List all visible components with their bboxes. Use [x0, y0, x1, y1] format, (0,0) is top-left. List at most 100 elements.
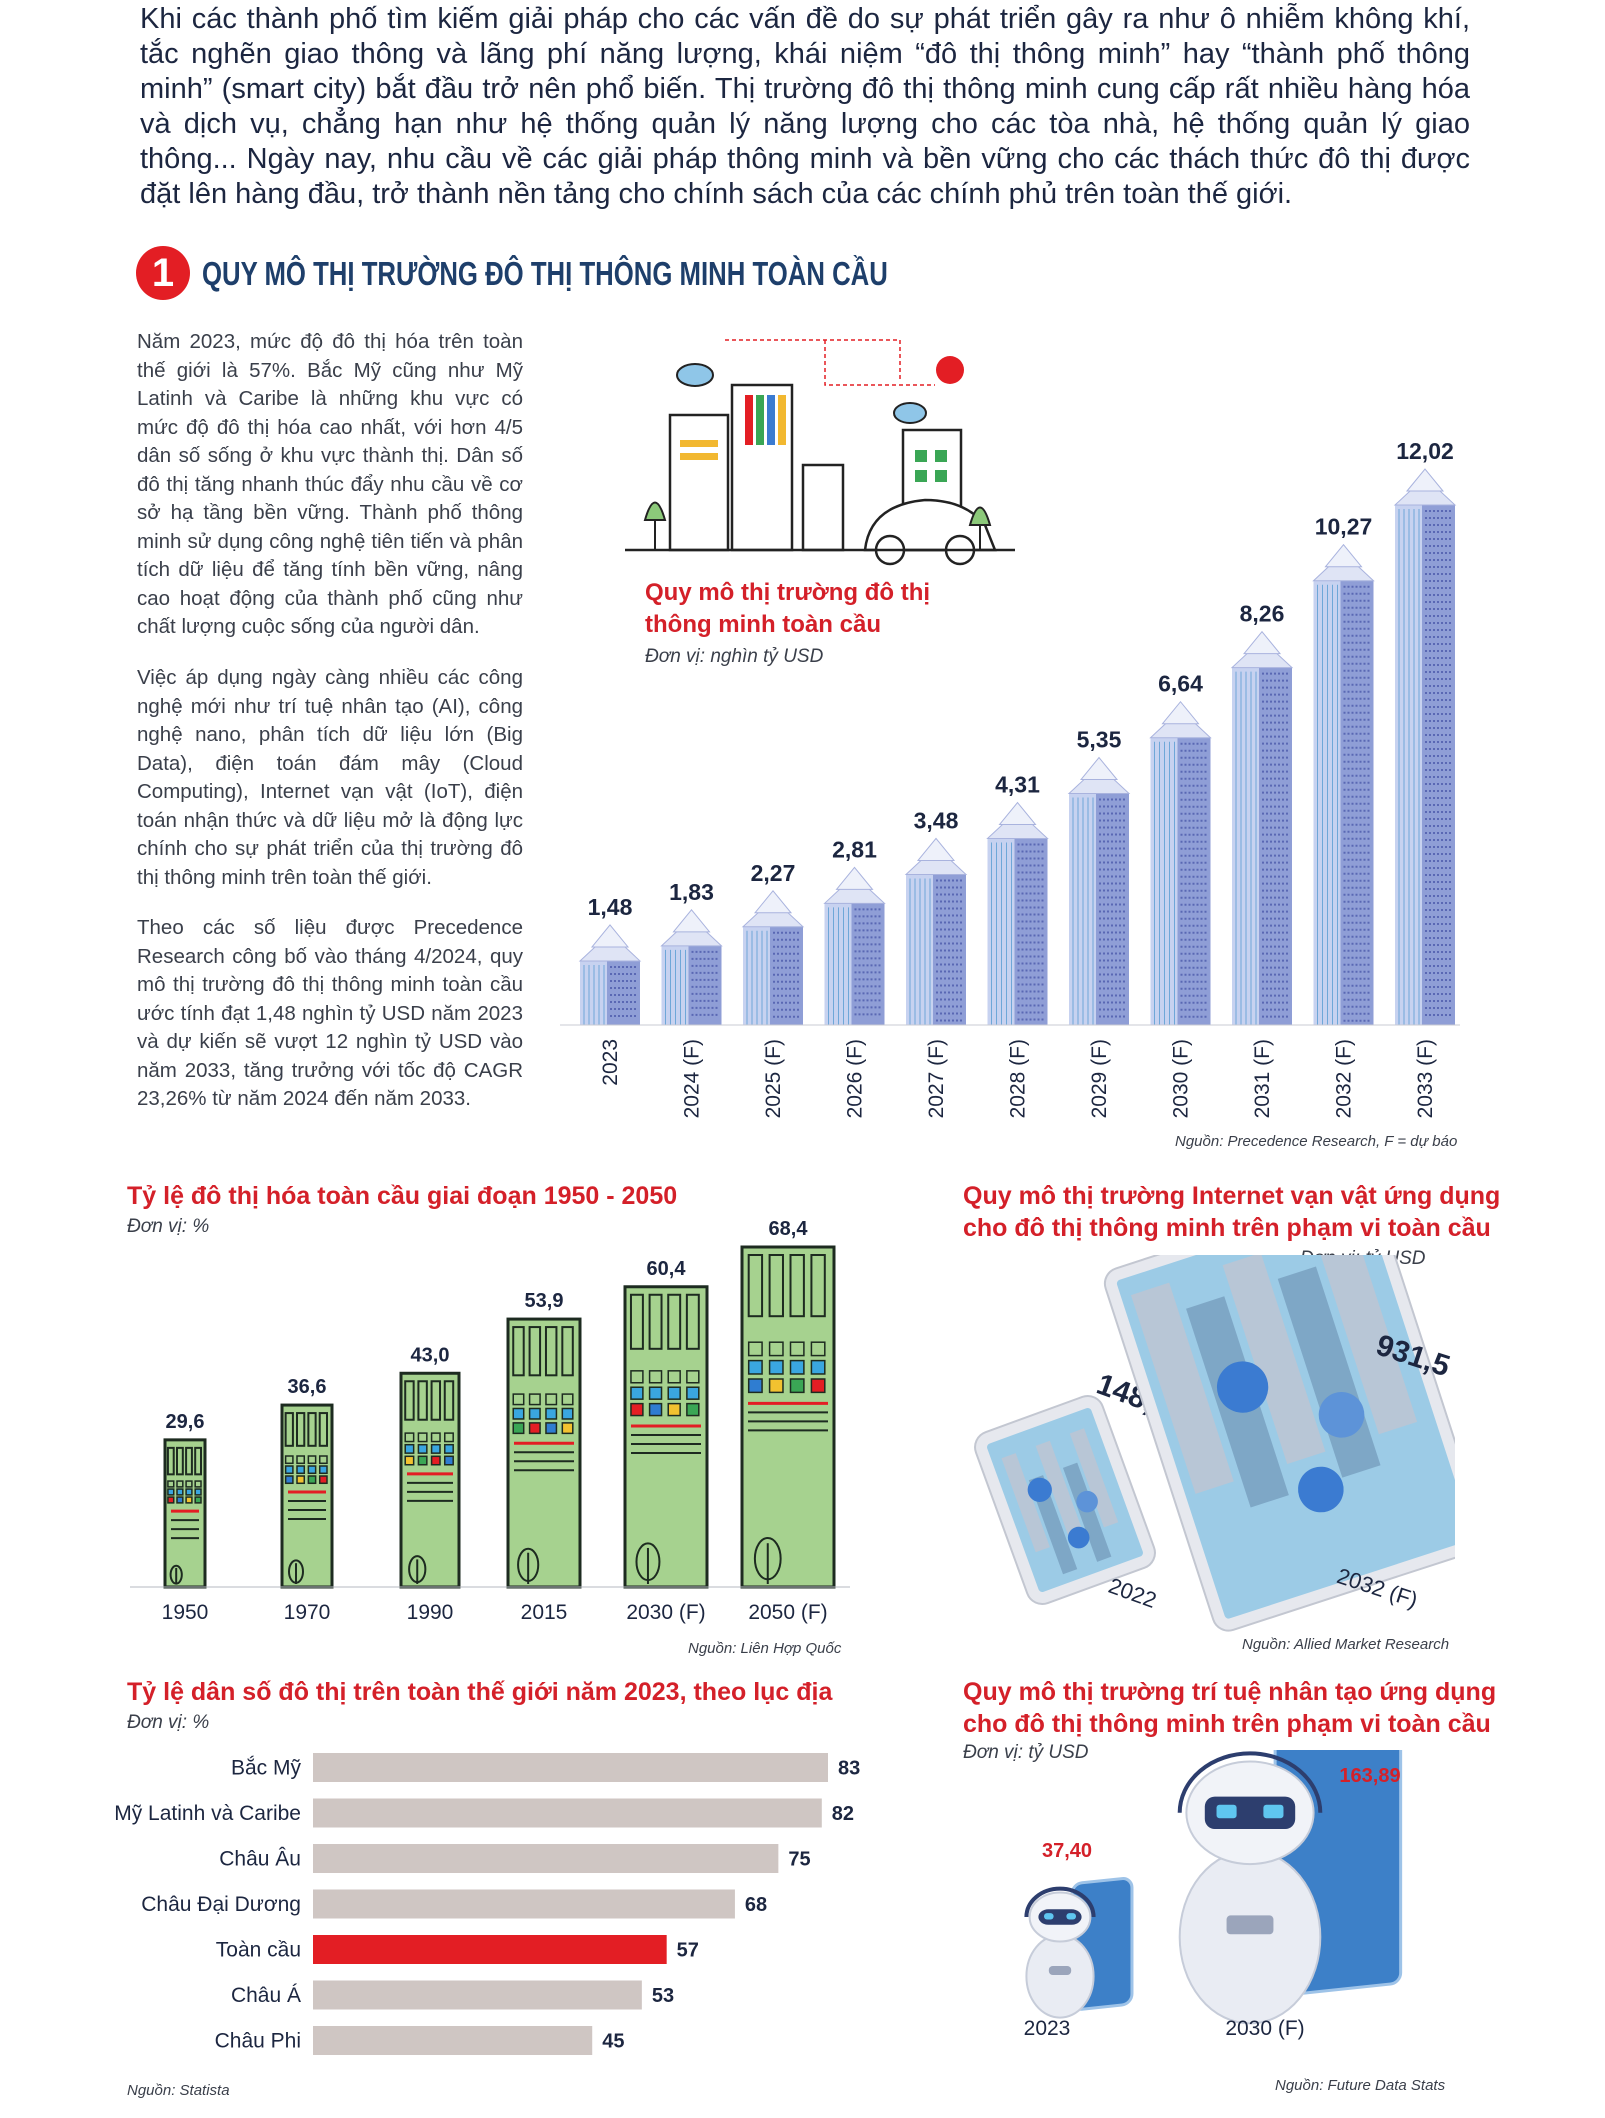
chart1-value-label: 1,83 [669, 879, 714, 905]
chart2-title: Tỷ lệ đô thị hóa toàn cầu giai đoạn 1950… [127, 1182, 678, 1210]
chart2-category-label: 2015 [521, 1601, 568, 1624]
chart1-bar [1393, 468, 1457, 1025]
chart2-value-label: 60,4 [647, 1258, 687, 1280]
chart3-category-label: 2022 [1105, 1573, 1160, 1613]
chart1-bar [1067, 756, 1131, 1025]
chart4-category-label: Châu Á [231, 1984, 301, 2007]
chart5-robot-bar [1177, 1750, 1403, 2025]
chart4-source: Nguồn: Statista [127, 2082, 230, 2099]
chart2-category-label: 2030 (F) [626, 1601, 705, 1624]
chart4-unit: Đơn vị: % [127, 1712, 210, 1733]
section-number-badge: 1 [136, 246, 190, 300]
chart5-unit: Đơn vị: tỷ USD [963, 1742, 1089, 1763]
chart1-value-label: 5,35 [1077, 727, 1122, 753]
chart5-title-line2: cho đô thị thông minh trên phạm vi toàn … [963, 1710, 1491, 1738]
chart2-category-label: 1990 [407, 1601, 454, 1624]
chart4-category-label: Châu Đại Dương [141, 1893, 301, 1916]
chart1-value-label: 12,02 [1396, 438, 1454, 464]
chart4-category-label: Toàn cầu [216, 1939, 301, 1962]
chart4-bar [313, 1980, 642, 2010]
chart1-bar [904, 837, 968, 1025]
chart2-source: Nguồn: Liên Hợp Quốc [688, 1640, 842, 1657]
chart1-category-label: 2031 (F) [1251, 1039, 1274, 1118]
chart4-category-label: Châu Phi [215, 2030, 301, 2053]
chart4-category-label: Châu Âu [219, 1848, 301, 1871]
chart4-value-label: 75 [788, 1849, 810, 1871]
chart5-value-label: 163,89 [1339, 1765, 1400, 1787]
smart-city-illustration [625, 339, 1015, 566]
chart2-category-label: 2050 (F) [748, 1601, 827, 1624]
chart4-bar [313, 1844, 779, 1873]
chart1-category-label: 2032 (F) [1333, 1039, 1356, 1118]
section-title: QUY MÔ THỊ TRƯỜNG ĐÔ THỊ THÔNG MINH TOÀN… [202, 255, 888, 292]
chart4-bar [313, 1753, 828, 1782]
chart5-category-label: 2030 (F) [1225, 2017, 1304, 2040]
chart1-bar [660, 909, 723, 1025]
chart1-category-label: 2029 (F) [1088, 1039, 1111, 1118]
chart3-title-line2: cho đô thị thông minh trên phạm vi toàn … [963, 1214, 1491, 1242]
chart1-category-label: 2033 (F) [1414, 1039, 1437, 1118]
chart1-bar [1230, 630, 1294, 1025]
chart4-category-label: Bắc Mỹ [231, 1757, 302, 1780]
chart1-bar [741, 890, 805, 1025]
chart1-category-label: 2027 (F) [925, 1039, 948, 1118]
chart4-title: Tỷ lệ dân số đô thị trên toàn thế giới n… [127, 1678, 833, 1706]
chart2-bar [623, 1285, 709, 1589]
chart1-value-label: 2,81 [832, 836, 877, 862]
chart4-bar [313, 1798, 822, 1828]
chart5-source: Nguồn: Future Data Stats [1275, 2077, 1446, 2094]
chart1-skyscraper-bars: 1,48 2023 1,83 2024 (F) 2,27 2025 (F) 2,81 2026… [560, 438, 1460, 1118]
chart4-value-label: 82 [832, 1803, 854, 1825]
chart1-value-label: 3,48 [914, 807, 959, 833]
chart2-category-label: 1970 [284, 1601, 331, 1624]
chart2-bar [399, 1371, 461, 1589]
body-paragraph-1: Năm 2023, mức độ đô thị hóa trên toàn th… [137, 330, 523, 638]
chart1-category-label: 2024 (F) [681, 1039, 704, 1118]
chart1-category-label: 2030 (F) [1170, 1039, 1193, 1118]
chart4-category-label: Mỹ Latinh và Caribe [114, 1802, 301, 1825]
chart1-category-label: 2025 (F) [762, 1039, 785, 1118]
chart2-building-bars: 29,6 1950 36,6 1970 43,0 1990 53,9 2015 60,4 2030… [130, 1218, 850, 1624]
chart1-category-label: 2028 (F) [1007, 1039, 1030, 1118]
chart1-bar [1149, 700, 1212, 1025]
chart1-value-label: 2,27 [751, 860, 796, 886]
chart2-category-label: 1950 [162, 1601, 209, 1624]
chart2-bar [280, 1403, 334, 1589]
chart3-title-line1: Quy mô thị trường Internet vạn vật ứng d… [963, 1182, 1501, 1210]
chart1-value-label: 10,27 [1315, 514, 1373, 540]
chart1-bar [578, 924, 642, 1025]
chart5-robot-bars: 37,40 2023 163,89 2030 (F) [1024, 1750, 1403, 2040]
body-paragraph-3: Theo các số liệu được Precedence Researc… [137, 916, 523, 1110]
chart1-source: Nguồn: Precedence Research, F = dự báo [1175, 1133, 1458, 1150]
intro-paragraph: Khi các thành phố tìm kiếm giải pháp cho… [140, 3, 1470, 210]
chart2-value-label: 29,6 [166, 1411, 205, 1433]
chart2-unit: Đơn vị: % [127, 1216, 210, 1237]
chart1-title: Quy mô thị trường đô thị thông minh toàn… [645, 579, 931, 638]
chart4-value-label: 68 [745, 1894, 767, 1916]
chart1-value-label: 4,31 [995, 772, 1040, 798]
chart2-bar [740, 1245, 836, 1589]
body-paragraph-2: Việc áp dụng ngày càng nhiều các công ng… [137, 666, 523, 889]
chart4-horizontal-bars: Bắc Mỹ 83 Mỹ Latinh và Caribe 82 Châu Âu 75 Ch… [114, 1753, 860, 2055]
chart1-value-label: 1,48 [588, 894, 633, 920]
chart4-value-label: 53 [652, 1985, 674, 2007]
chart5-category-label: 2023 [1024, 2017, 1071, 2040]
chart5-robot-bar [1024, 1877, 1134, 2019]
chart3-tablet-bar [1103, 1255, 1455, 1632]
chart2-bar [163, 1438, 207, 1589]
chart1-value-label: 8,26 [1240, 601, 1285, 627]
chart4-bar [313, 1935, 667, 1964]
chart2-value-label: 36,6 [288, 1376, 327, 1398]
chart4-bar [313, 2026, 593, 2055]
chart4-value-label: 83 [838, 1758, 860, 1780]
chart2-value-label: 68,4 [769, 1218, 809, 1240]
chart4-value-label: 45 [602, 2031, 624, 2053]
chart3-tablet-bar [974, 1395, 1156, 1605]
chart1-value-label: 6,64 [1158, 671, 1203, 697]
chart2-bar [506, 1317, 582, 1589]
chart1-category-label: 2026 (F) [844, 1039, 867, 1118]
chart1-category-label: 2023 [599, 1039, 622, 1086]
chart5-value-label: 37,40 [1042, 1840, 1092, 1862]
chart1-unit: Đơn vị: nghìn tỷ USD [645, 646, 824, 667]
